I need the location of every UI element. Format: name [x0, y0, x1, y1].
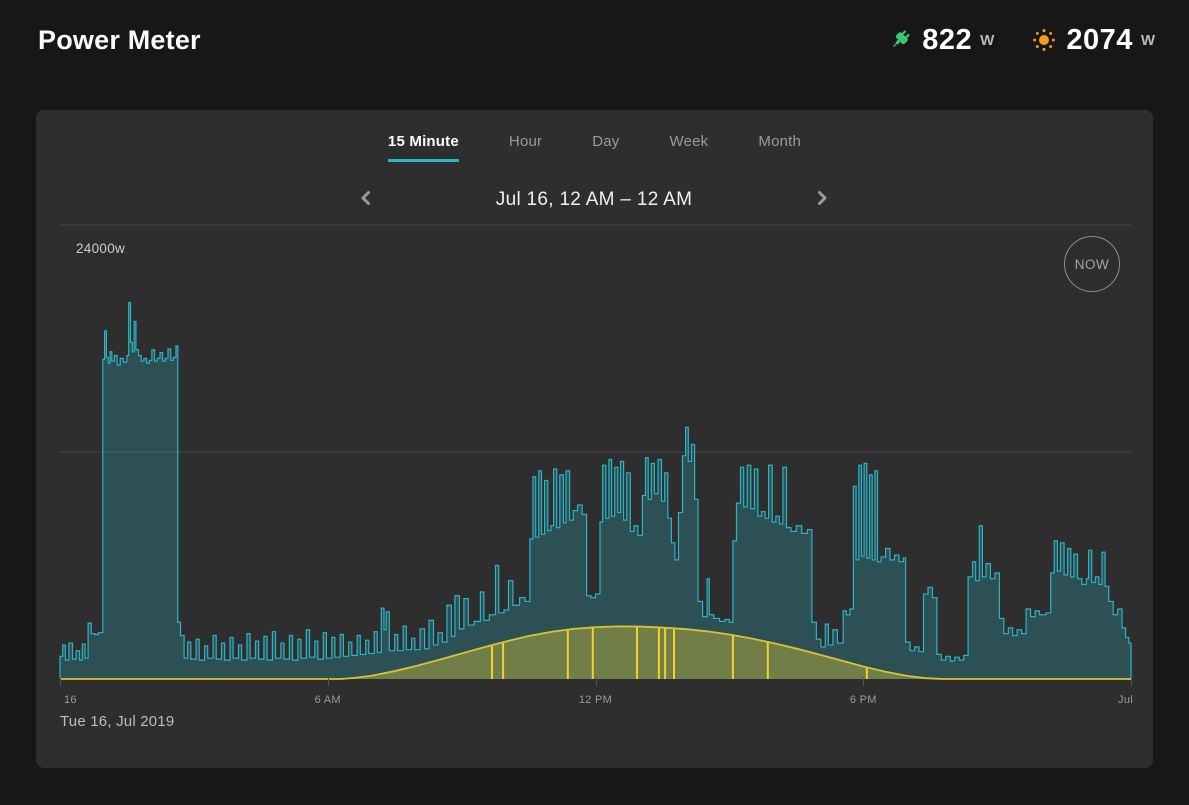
consumption-unit: W	[980, 31, 995, 49]
solar-value: 2074	[1066, 23, 1133, 56]
tab-day[interactable]: Day	[592, 133, 620, 150]
x-axis-tick	[1131, 677, 1132, 686]
chart-date-footer: Tue 16, Jul 2019	[60, 713, 175, 730]
solar-stat: 2074 W	[1032, 24, 1155, 57]
date-range-label: Jul 16, 12 AM – 12 AM	[495, 189, 693, 210]
page-header: Power Meter 822 W	[0, 0, 1189, 80]
x-axis-tick	[60, 677, 61, 686]
chevron-right-icon	[815, 190, 829, 211]
date-nav: Jul 16, 12 AM – 12 AM	[349, 182, 839, 218]
power-chart-svg[interactable]	[59, 224, 1132, 680]
tab-week[interactable]: Week	[669, 133, 709, 150]
consumption-stat: 822 W	[888, 24, 994, 57]
x-axis-label-6am: 6 AM	[314, 694, 341, 706]
header-stats: 822 W 207	[888, 24, 1155, 57]
plug-icon	[888, 28, 912, 52]
tab-month[interactable]: Month	[758, 133, 802, 150]
sun-icon	[1032, 28, 1056, 52]
x-axis-label-12pm: 12 PM	[578, 694, 613, 706]
x-axis-tick	[863, 677, 865, 686]
x-axis-tick	[595, 677, 597, 686]
y-axis-max-label: 24000w	[76, 241, 126, 256]
solar-unit: W	[1140, 31, 1155, 49]
power-meter-card: 15 Minute Hour Day Week Month Jul 16, 12…	[36, 110, 1153, 768]
now-button[interactable]: NOW	[1064, 236, 1120, 292]
x-axis-label-midnight: 16	[64, 694, 77, 706]
tab-15-minute[interactable]: 15 Minute	[387, 133, 459, 162]
interval-tabs: 15 Minute Hour Day Week Month	[36, 133, 1153, 162]
chevron-left-icon	[359, 190, 373, 211]
tab-hour[interactable]: Hour	[508, 133, 543, 150]
page-title: Power Meter	[38, 24, 201, 55]
x-axis-label-next-day: Jul	[1118, 694, 1133, 706]
x-axis-label-6pm: 6 PM	[849, 694, 877, 706]
next-period-button[interactable]	[805, 183, 839, 217]
consumption-value: 822	[922, 23, 973, 56]
prev-period-button[interactable]	[349, 183, 383, 217]
x-axis-tick	[327, 677, 329, 686]
